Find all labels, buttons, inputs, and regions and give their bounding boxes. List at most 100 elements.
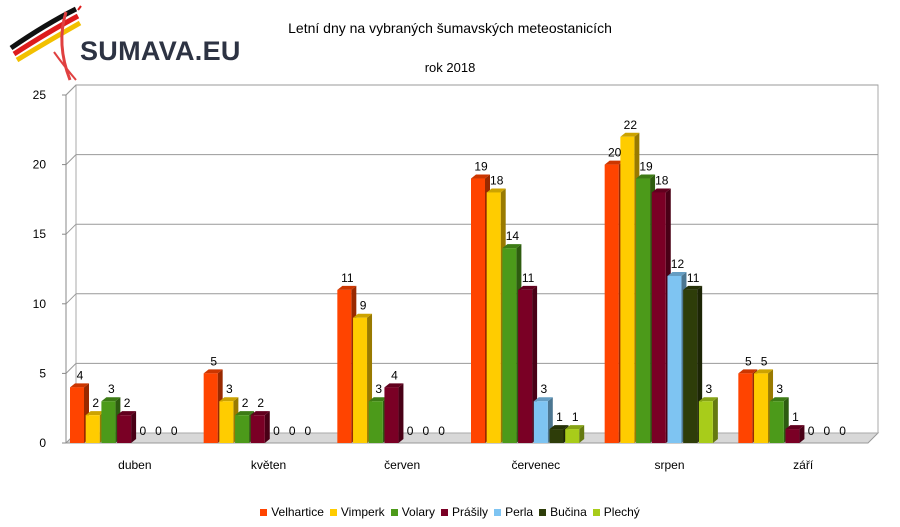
bar: [738, 373, 753, 443]
data-label: 0: [305, 424, 312, 438]
bar: [101, 401, 116, 443]
bar-top: [769, 397, 789, 402]
data-label: 3: [776, 382, 783, 396]
data-label: 5: [210, 354, 217, 368]
data-label: 2: [242, 396, 249, 410]
data-label: 19: [639, 160, 653, 174]
bar: [651, 192, 666, 443]
bar: [384, 387, 399, 443]
legend-swatch: [494, 508, 502, 516]
bar: [667, 275, 682, 443]
bar: [85, 415, 100, 443]
legend-swatch: [390, 508, 398, 516]
gridline-diag: [65, 84, 77, 96]
data-label: 3: [706, 382, 713, 396]
data-label: 4: [391, 368, 398, 382]
bar-top: [754, 369, 774, 374]
data-label: 3: [226, 382, 233, 396]
data-label: 0: [407, 424, 414, 438]
y-tick-label: 0: [39, 436, 46, 450]
bar: [471, 178, 485, 443]
data-label: 1: [556, 410, 563, 424]
bar-top: [698, 397, 718, 402]
bar: [117, 415, 132, 443]
gridline-diag: [65, 363, 77, 374]
data-label: 2: [92, 396, 99, 410]
bar-top: [785, 425, 805, 430]
y-tick-label: 20: [33, 158, 47, 172]
bar-top: [471, 174, 490, 179]
legend-label: Vimperk: [340, 505, 385, 519]
legend-item: Volary: [390, 505, 436, 519]
data-label: 5: [761, 354, 768, 368]
bar-top: [203, 369, 223, 374]
bar: [533, 401, 548, 443]
data-label: 0: [823, 424, 830, 438]
data-label: 3: [375, 382, 382, 396]
bar-top: [70, 383, 89, 388]
legend-label: Prášily: [452, 505, 489, 519]
bar-top: [337, 285, 357, 290]
bar: [70, 387, 84, 443]
bar-top: [533, 397, 553, 402]
data-label: 2: [257, 396, 264, 410]
x-tick-label: květen: [251, 458, 286, 472]
bar: [565, 429, 580, 443]
bar-top: [117, 411, 137, 416]
chart-legend: Velhartice Vimperk Volary Prášily Perla Bučin…: [0, 505, 900, 519]
data-label: 19: [474, 160, 488, 174]
bar: [235, 415, 250, 443]
bar: [683, 289, 698, 443]
data-label: 0: [171, 424, 178, 438]
bar-side: [264, 411, 270, 443]
logo-stripes-icon: [9, 5, 82, 81]
bar: [219, 401, 234, 443]
bar-top: [565, 425, 585, 430]
x-tick-label: červen: [384, 458, 420, 472]
bar-top: [738, 369, 758, 374]
bar: [250, 415, 265, 443]
y-tick-label: 25: [33, 88, 47, 102]
data-label: 18: [655, 173, 669, 187]
data-label: 20: [608, 146, 622, 160]
data-label: 1: [572, 410, 579, 424]
bar: [636, 178, 651, 443]
data-label: 4: [77, 368, 84, 382]
data-label: 0: [808, 424, 815, 438]
bar-top: [651, 188, 671, 193]
bar-side: [131, 411, 137, 443]
bar: [785, 429, 800, 443]
sumava-logo: [9, 5, 82, 81]
bar: [368, 401, 383, 443]
bar-side: [799, 425, 805, 443]
gridline-diag: [65, 293, 77, 305]
legend-item: Velhartice: [260, 505, 324, 519]
bar-top: [384, 383, 404, 388]
data-label: 0: [438, 424, 445, 438]
y-tick-label: 5: [39, 366, 46, 380]
x-tick-label: srpen: [654, 458, 684, 472]
bar-top: [101, 397, 121, 402]
x-tick-label: září: [793, 458, 814, 472]
legend-label: Velhartice: [271, 505, 324, 519]
bar-side: [712, 397, 718, 443]
bar: [620, 136, 635, 443]
data-label: 22: [624, 118, 638, 132]
legend-item: Perla: [494, 505, 533, 519]
bar-top: [353, 313, 373, 318]
data-label: 9: [360, 299, 367, 313]
bar-top: [620, 132, 640, 137]
data-label: 0: [289, 424, 296, 438]
legend-label: Volary: [401, 505, 436, 519]
data-label: 11: [687, 271, 700, 285]
bar: [486, 192, 501, 443]
legend-swatch: [592, 508, 600, 516]
bar-top: [235, 411, 255, 416]
data-label: 12: [671, 257, 685, 271]
bar: [337, 289, 352, 443]
bar: [769, 401, 784, 443]
bar-top: [486, 188, 506, 193]
x-tick-label: červenec: [511, 458, 560, 472]
bar-side: [579, 425, 585, 443]
bar-top: [667, 271, 687, 276]
